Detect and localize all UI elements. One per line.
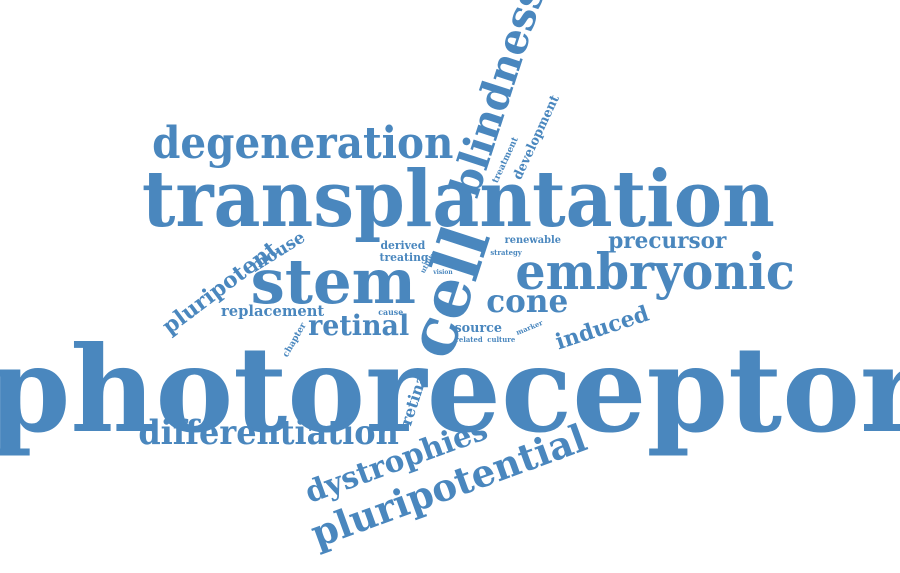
word-cone: cone	[486, 282, 569, 320]
word-treating: treating	[379, 250, 429, 264]
word-degeneration: degeneration	[152, 118, 454, 169]
word-derived: derived	[380, 238, 426, 252]
word-strategy: strategy	[490, 247, 522, 257]
word-cause: cause	[377, 307, 403, 317]
word-transplantation: transplantation	[141, 154, 775, 245]
word-differentiation: differentiation	[137, 413, 399, 453]
word-culture: culture	[487, 334, 516, 344]
word-retinal: retinal	[307, 309, 409, 342]
word-renewable: renewable	[504, 235, 561, 246]
word-vision: vision	[433, 269, 453, 276]
word-source: source	[454, 320, 502, 336]
word-precursor: precursor	[607, 228, 726, 254]
word-related: related	[455, 334, 483, 344]
word-stem: stem	[250, 245, 416, 318]
word-photoreceptor: photoreceptor	[0, 320, 900, 459]
word-replacement: replacement	[220, 301, 324, 320]
word-embryonic: embryonic	[515, 242, 795, 301]
